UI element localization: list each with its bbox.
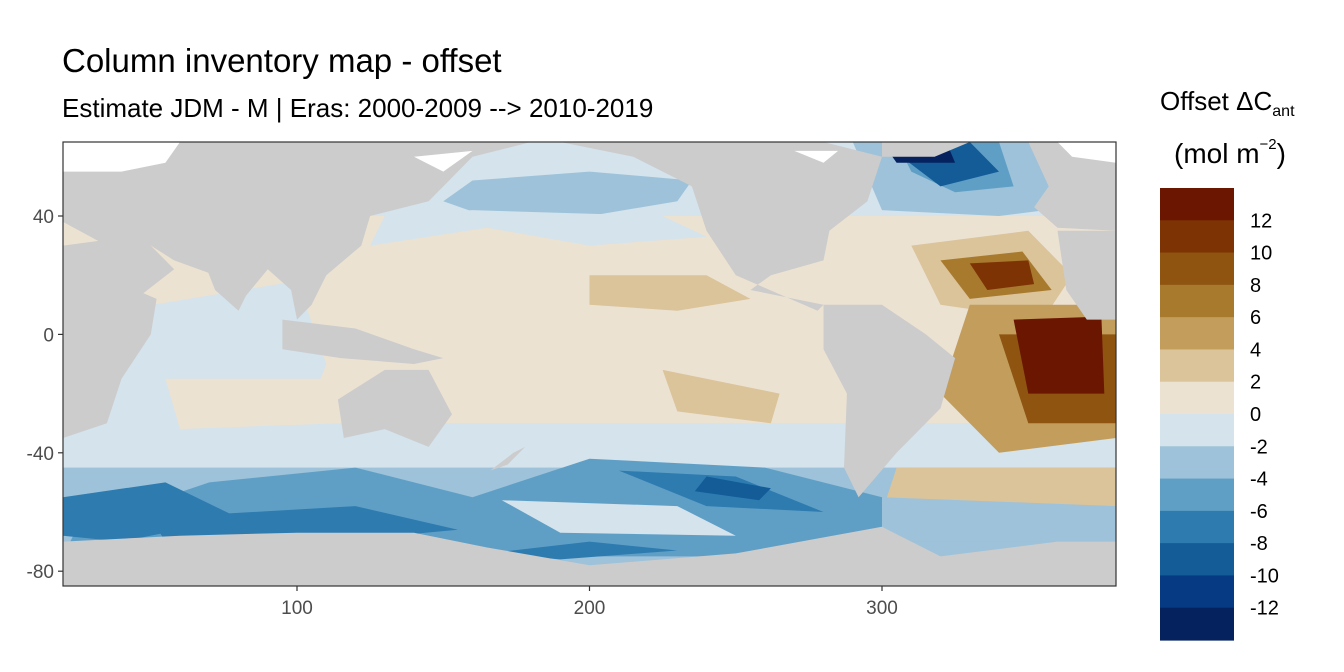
map-panel: [62, 141, 1117, 587]
legend-swatch: [1160, 478, 1234, 512]
legend-label: -12: [1250, 598, 1279, 620]
y-tick-label: 0: [43, 325, 54, 346]
legend-title: Offset ΔCant: [1160, 86, 1295, 121]
legend-label: 8: [1250, 275, 1261, 297]
map-subtitle: Estimate JDM - M | Eras: 2000-2009 --> 2…: [62, 93, 654, 123]
legend-title-sub: ant: [1272, 103, 1295, 120]
legend-swatch: [1160, 381, 1234, 415]
arabia-land: [109, 245, 175, 299]
west-africa-land: [1057, 230, 1116, 320]
new-zealand-land: [490, 446, 526, 471]
legend-swatch: [1160, 284, 1234, 318]
missing-data-arctic-west: [63, 142, 180, 172]
legend-label: -2: [1250, 436, 1268, 458]
north-pacific-tan-patch: [589, 275, 751, 311]
legend-unit: (mol m−2): [1174, 136, 1286, 170]
australia-land: [337, 369, 452, 447]
legend-label: 10: [1250, 243, 1272, 265]
legend-label: 4: [1250, 339, 1261, 361]
north-pacific-patch: [443, 171, 692, 222]
legend-swatch: [1160, 414, 1234, 447]
missing-data-hudson: [794, 150, 839, 163]
legend-swatch: [1160, 575, 1234, 609]
x-tick-label: 100: [281, 598, 313, 619]
legend-swatch: [1160, 543, 1234, 577]
legend-label: -4: [1250, 469, 1268, 491]
map-title: Column inventory map - offset: [62, 42, 502, 79]
south-pacific-tan-patch: [662, 369, 780, 424]
legend-swatch: [1160, 510, 1234, 544]
legend-swatch: [1160, 607, 1234, 641]
land-mask: [63, 142, 1116, 586]
legend-swatch: [1160, 220, 1234, 254]
antarctica-land: [63, 526, 1116, 586]
south-pacific-light-patch: [501, 500, 736, 536]
legend-swatch: [1160, 446, 1234, 480]
legend-label: 12: [1250, 210, 1272, 232]
legend-label: 0: [1250, 404, 1261, 426]
south-america-land: [823, 304, 956, 498]
north-pacific-light-patch: [370, 210, 707, 246]
southern-ocean-deep-patch: [63, 482, 239, 542]
north-america-land: [560, 142, 882, 311]
legend-colorbar: 12 10 8 6 4 2 0 -2 -4 -6 -8 -10 -12: [1160, 188, 1279, 641]
weddell-sea-patch: [882, 497, 1116, 542]
legend-label: 6: [1250, 307, 1261, 329]
legend-swatch: [1160, 349, 1234, 383]
legend-label: 2: [1250, 372, 1261, 394]
indonesia-land: [282, 319, 444, 364]
legend-label: -10: [1250, 565, 1279, 587]
legend-label: -6: [1250, 501, 1268, 523]
india-land: [203, 260, 262, 311]
y-tick-label: -40: [27, 444, 54, 465]
ross-sea-patch: [487, 541, 678, 560]
legend-swatch: [1160, 252, 1234, 286]
y-tick-label: 40: [33, 207, 54, 228]
tropical-atlantic-hot-patch: [969, 260, 1035, 290]
legend-swatch: [1160, 188, 1234, 221]
legend-title-main: Offset ΔC: [1160, 86, 1273, 116]
western-europe-land: [1028, 142, 1116, 231]
greenland-land: [882, 142, 970, 157]
indian-gyre-patch: [165, 378, 341, 430]
legend-unit-close: ): [1276, 138, 1286, 169]
legend-unit-exp: −2: [1259, 136, 1277, 153]
x-tick-label: 200: [574, 598, 606, 619]
y-tick-label: -80: [27, 562, 54, 583]
legend-label: -8: [1250, 533, 1268, 555]
missing-data-okhotsk: [414, 150, 473, 172]
missing-data-arctic-east: [1057, 142, 1116, 163]
eurasia-land: [63, 142, 531, 320]
legend-unit-open: (mol m: [1174, 138, 1260, 169]
legend-swatch: [1160, 317, 1234, 351]
missing-data: [63, 142, 1116, 172]
southern-ocean-core-patch: [694, 476, 771, 501]
x-tick-label: 300: [866, 598, 898, 619]
south-atlantic-hot-patch: [1013, 316, 1105, 394]
